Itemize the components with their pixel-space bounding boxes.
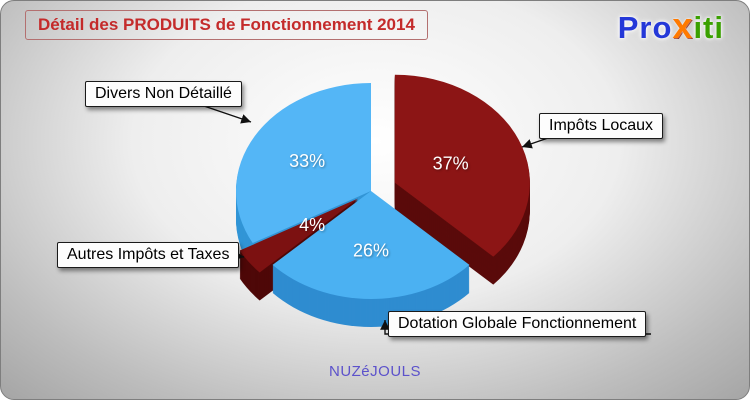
pie-slice (272, 191, 470, 299)
logo-part-pro: Pro (617, 10, 673, 45)
slice-percent-label: 26% (353, 240, 389, 260)
callout-line-impots-locaux (521, 137, 549, 149)
callout-line-divers (203, 105, 252, 124)
pie-slices: 37% 26% 4% 33% (235, 74, 530, 327)
pie-slice (235, 83, 371, 244)
slice-callout-autres-impots-et-taxes: Autres Impôts et Taxes (57, 242, 240, 268)
slice-callout-impots-locaux: Impôts Locaux (539, 113, 664, 139)
proxiti-logo: Proxiti (618, 5, 724, 47)
logo-part-iti: iti (693, 10, 724, 45)
logo-part-x-icon: x (672, 5, 694, 46)
chart-title: Détail des PRODUITS de Fonctionnement 20… (25, 10, 428, 40)
slice-callout-dotation-globale: Dotation Globale Fonctionnement (388, 311, 647, 337)
slice-percent-label: 37% (433, 153, 469, 173)
pie-slice (394, 74, 530, 257)
commune-name: NUZéJOULS (328, 363, 422, 380)
slice-percent-label: 4% (299, 215, 325, 235)
slice-percent-label: 33% (289, 151, 325, 171)
pie-slice (239, 198, 359, 273)
slice-callout-divers-non-detaille: Divers Non Détaillé (85, 81, 242, 107)
